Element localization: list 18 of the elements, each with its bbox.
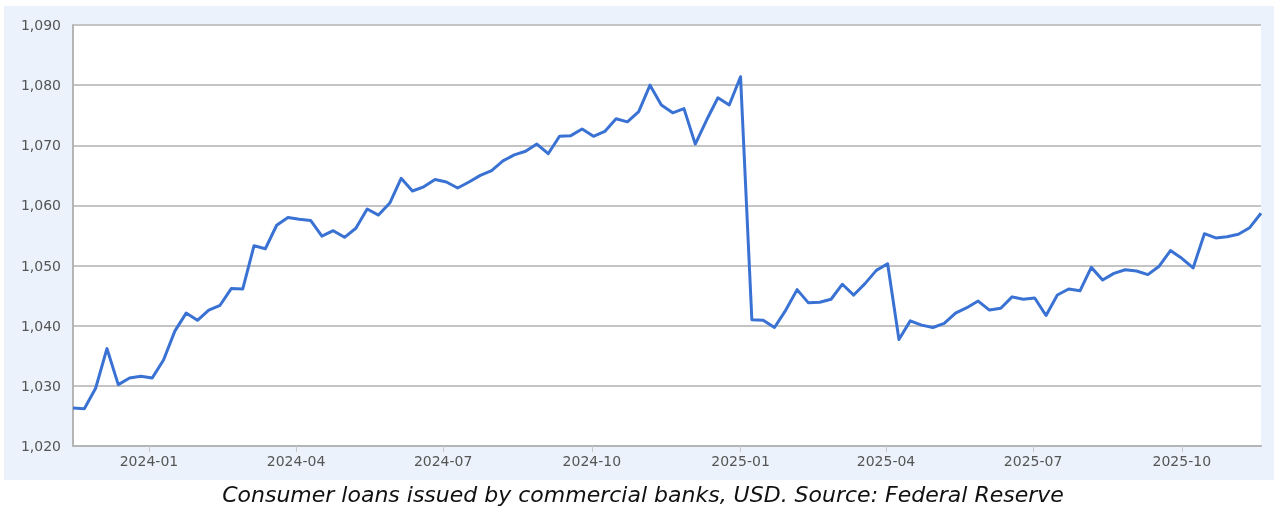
y-tick-label: 1,070 <box>20 137 61 154</box>
y-tick-label: 1,050 <box>20 257 61 274</box>
y-tick-label: 1,060 <box>20 197 61 214</box>
x-tick-label: 2024-10 <box>562 453 622 469</box>
y-tick-label: 1,040 <box>20 317 61 334</box>
y-tick-label: 1,020 <box>20 438 61 454</box>
y-tick-label: 1,080 <box>20 77 61 94</box>
x-tick-label: 2024-01 <box>119 453 179 469</box>
x-tick-label: 2024-04 <box>266 453 326 469</box>
x-tick-label: 2024-07 <box>413 453 473 469</box>
text: Consumer loans issued by commercial banks, USD. Source: Federal Reserve <box>221 482 1065 507</box>
y-tick-label: 1,090 <box>20 17 61 33</box>
x-tick-label: 2025-07 <box>1003 453 1063 469</box>
line-series <box>71 75 1263 411</box>
y-tick-label: 1,030 <box>20 377 61 394</box>
x-tick-label: 2025-10 <box>1152 453 1212 469</box>
x-tick-label: 2025-04 <box>856 453 916 469</box>
x-tick-label: 2025-01 <box>711 453 770 469</box>
